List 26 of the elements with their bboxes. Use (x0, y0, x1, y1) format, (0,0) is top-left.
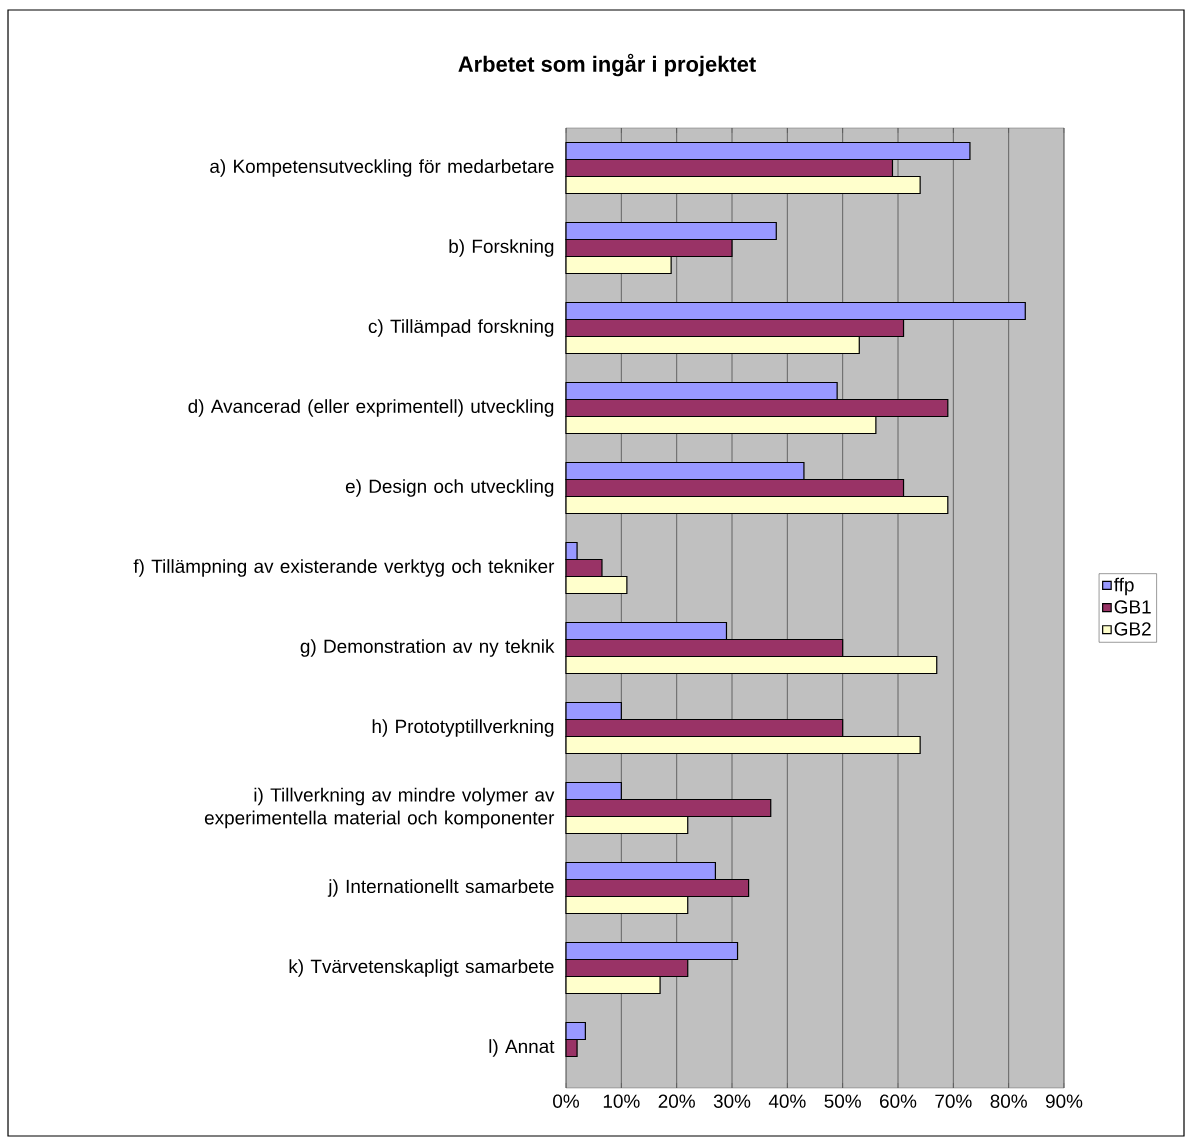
y-tick-label: i) Tillverkning av mindre volymer av experimentella material och komponenter (204, 787, 555, 829)
x-tick-label: 0% (553, 1094, 580, 1108)
chart-title: Arbetet som ingår i projektet (458, 53, 756, 77)
legend-label: GB1 (1114, 600, 1151, 614)
x-tick-label: 90% (1045, 1094, 1083, 1108)
y-tick-label: a) Kompetensutveckling för medarbetare (210, 159, 554, 177)
x-tick-label: 50% (824, 1094, 861, 1108)
x-tick-label: 80% (990, 1094, 1027, 1108)
y-tick-label: k) Tvärvetenskapligt samarbete (289, 959, 554, 977)
x-tick-label: 10% (603, 1094, 640, 1108)
y-tick-label: g) Demonstration av ny teknik (300, 639, 555, 657)
y-tick-label: l) Annat (489, 1039, 555, 1057)
y-tick-label: e) Design och utveckling (345, 479, 554, 497)
y-tick-label: b) Forskning (449, 239, 554, 257)
legend-label: GB2 (1114, 622, 1151, 636)
y-tick-label: f) Tillämpning av existerande verktyg och tekniker (133, 559, 555, 577)
x-tick-label: 20% (658, 1094, 695, 1108)
x-tick-label: 40% (768, 1094, 806, 1108)
x-tick-label: 70% (935, 1094, 972, 1108)
x-tick-label: 60% (880, 1094, 917, 1108)
legend-label: ffp (1114, 577, 1134, 596)
x-tick-label: 30% (713, 1094, 751, 1108)
y-tick-label: j) Internationellt samarbete (327, 879, 554, 897)
y-tick-label: h) Prototyptillverkning (372, 719, 554, 737)
y-tick-label: d) Avancerad (eller exprimentell) utveckling (188, 399, 554, 417)
y-tick-label: c) Tillämpad forskning (368, 319, 554, 337)
